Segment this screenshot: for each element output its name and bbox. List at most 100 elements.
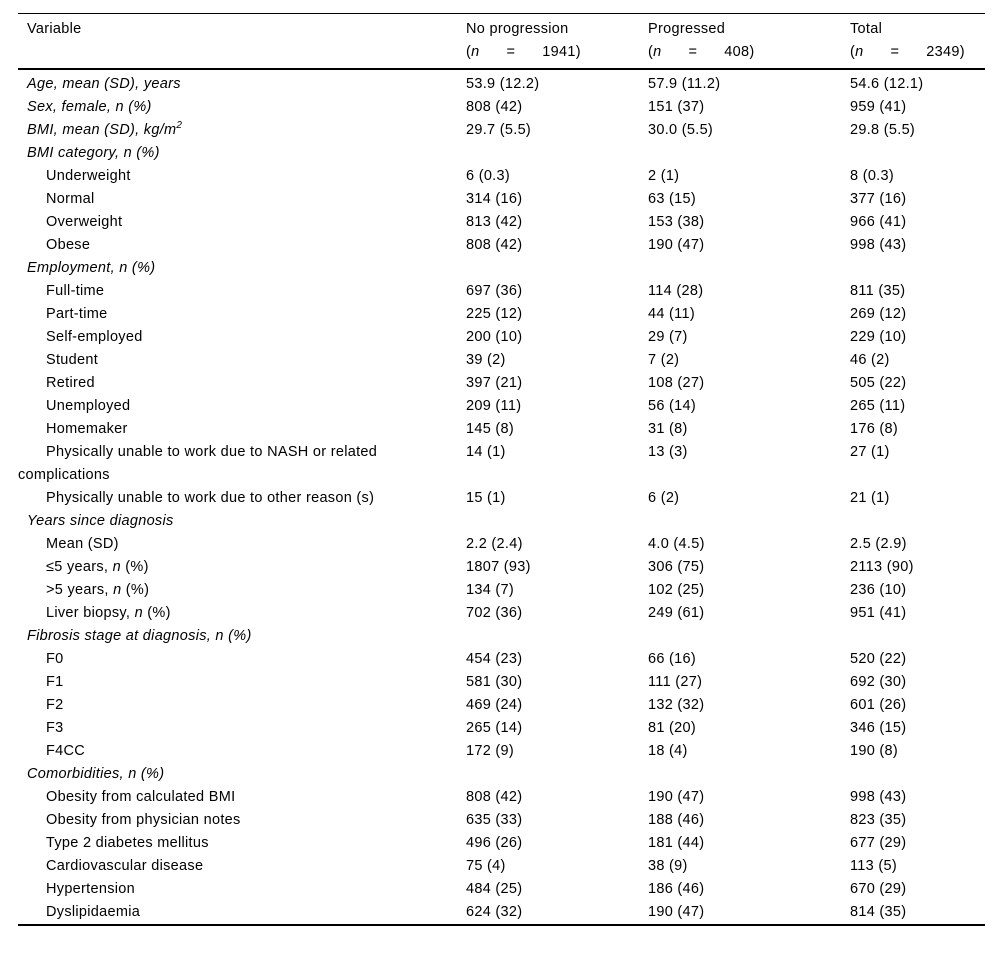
value-cell-progressed: 13 (3) [648,444,688,460]
value-cell-total: 998 (43) [850,237,907,253]
value-cell-total [850,510,985,533]
value-cell-no-progression: 635 (33) [466,812,523,828]
label-segment: BMI, mean (SD), kg/m [27,122,177,138]
variable-cell: Homemaker [18,418,466,441]
value-cell-no-progression: 134 (7) [466,582,515,598]
table-row: Obese 808 (42) 190 (47) 998 (43) [18,234,985,257]
variable-cell: Type 2 diabetes mellitus [18,832,466,855]
table-row: Obesity from calculated BMI 808 (42) 190… [18,786,985,809]
value-cell-progressed: 190 (47) [648,237,705,253]
table-row: F0 454 (23) 66 (16) 520 (22) [18,648,985,671]
value-cell-total: 29.8 (5.5) [850,122,916,138]
value-cell-total: 814 (35) [850,904,907,920]
value-cell-no-progression: 624 (32) [466,904,523,920]
value-cell-progressed: 306 (75) [648,559,705,575]
column-n-count: (n = 2349) [850,41,985,64]
table-row: Retired 397 (21) 108 (27) 505 (22) [18,372,985,395]
label-segment: Hypertension [46,881,136,897]
value-cell-no-progression: 808 (42) [466,99,523,115]
value-cell-total: 520 (22) [850,651,907,667]
column-title: No progression [466,21,569,37]
label-segment: = [688,44,698,60]
value-cell-no-progression: 697 (36) [466,283,523,299]
variable-cell: F1 [18,671,466,694]
variable-cell: Years since diagnosis [18,510,466,533]
baseline-characteristics-table: Variable No progression (n = 1941) Progres… [18,13,985,926]
label-segment: Dyslipidaemia [46,904,141,920]
variable-cell: BMI, mean (SD), kg/m2 [18,119,466,142]
value-cell-progressed: 2 (1) [648,168,680,184]
value-cell-total: 21 (1) [850,490,890,506]
column-header: No progression (n = 1941) [466,13,648,70]
label-segment: Obesity from physician notes [46,812,241,828]
value-cell-total: 677 (29) [850,835,907,851]
table-row: Dyslipidaemia 624 (32) 190 (47) 814 (35) [18,901,985,925]
value-cell-no-progression: 454 (23) [466,651,523,667]
variable-cell: Employment, n (%) [18,257,466,280]
value-cell-total: 265 (11) [850,398,906,414]
value-cell-total: 346 (15) [850,720,907,736]
value-cell-total [850,763,985,786]
superscript-segment: 2 [176,120,183,132]
label-segment: Sex, female, n (%) [27,99,152,115]
label-segment: (%) [120,559,149,575]
value-cell-total [850,257,985,280]
variable-cell: Dyslipidaemia [18,901,466,925]
variable-cell: Hypertension [18,878,466,901]
column-n-count: (n = 408) [648,41,850,64]
value-cell-no-progression: 702 (36) [466,605,523,621]
label-segment: Age, mean (SD), years [27,76,181,92]
variable-cell: Normal [18,188,466,211]
value-cell-no-progression: 209 (11) [466,398,522,414]
variable-cell: Obesity from physician notes [18,809,466,832]
table-row: Homemaker 145 (8) 31 (8) 176 (8) [18,418,985,441]
value-cell-total [850,625,985,648]
table-row: F2 469 (24) 132 (32) 601 (26) [18,694,985,717]
label-segment: = [890,44,900,60]
label-segment: F3 [46,720,64,736]
variable-cell: Overweight [18,211,466,234]
label-segment: F1 [46,674,64,690]
paper-table-page: Variable No progression (n = 1941) Progres… [0,13,1000,926]
variable-cell: Full-time [18,280,466,303]
table-row: BMI, mean (SD), kg/m2 29.7 (5.5) 30.0 (5… [18,119,985,142]
section-header-row: Fibrosis stage at diagnosis, n (%) [18,625,985,648]
table-row: Type 2 diabetes mellitus 496 (26) 181 (4… [18,832,985,855]
label-segment: Physically unable to work due to other r… [46,490,375,506]
column-header: Progressed (n = 408) [648,13,850,70]
label-segment: Comorbidities, n (%) [27,766,165,782]
label-segment: 408) [724,44,755,60]
variable-cell: Physically unable to work due to other r… [18,487,466,510]
variable-cell: Physically unable to work due to NASH or… [18,441,466,487]
value-cell-progressed: 190 (47) [648,904,705,920]
label-segment: Homemaker [46,421,128,437]
section-header-row: Years since diagnosis [18,510,985,533]
value-cell-no-progression: 496 (26) [466,835,523,851]
value-cell-progressed: 186 (46) [648,881,705,897]
value-cell-no-progression: 808 (42) [466,237,523,253]
value-cell-total: 27 (1) [850,444,890,460]
label-segment: F0 [46,651,64,667]
column-header: Total (n = 2349) [850,13,985,70]
value-cell-progressed: 6 (2) [648,490,680,506]
label-segment: Full-time [46,283,105,299]
variable-cell: >5 years, n (%) [18,579,466,602]
table-row: F1 581 (30) 111 (27) 692 (30) [18,671,985,694]
variable-cell: Obese [18,234,466,257]
value-cell-total: 959 (41) [850,99,907,115]
value-cell-total: 998 (43) [850,789,907,805]
label-segment: ( [466,44,472,60]
label-segment: n [134,605,143,621]
variable-cell: Age, mean (SD), years [18,69,466,96]
value-cell-total: 505 (22) [850,375,907,391]
header-row: Variable No progression (n = 1941) Progres… [18,13,985,70]
label-segment: Unemployed [46,398,131,414]
value-cell-progressed [648,763,850,786]
variable-column-header: Variable [18,13,466,70]
section-header-row: BMI category, n (%) [18,142,985,165]
value-cell-progressed: 114 (28) [648,283,704,299]
label-segment: n [112,559,121,575]
table-row: Full-time 697 (36) 114 (28) 811 (35) [18,280,985,303]
variable-cell: F4CC [18,740,466,763]
value-cell-progressed: 151 (37) [648,99,705,115]
